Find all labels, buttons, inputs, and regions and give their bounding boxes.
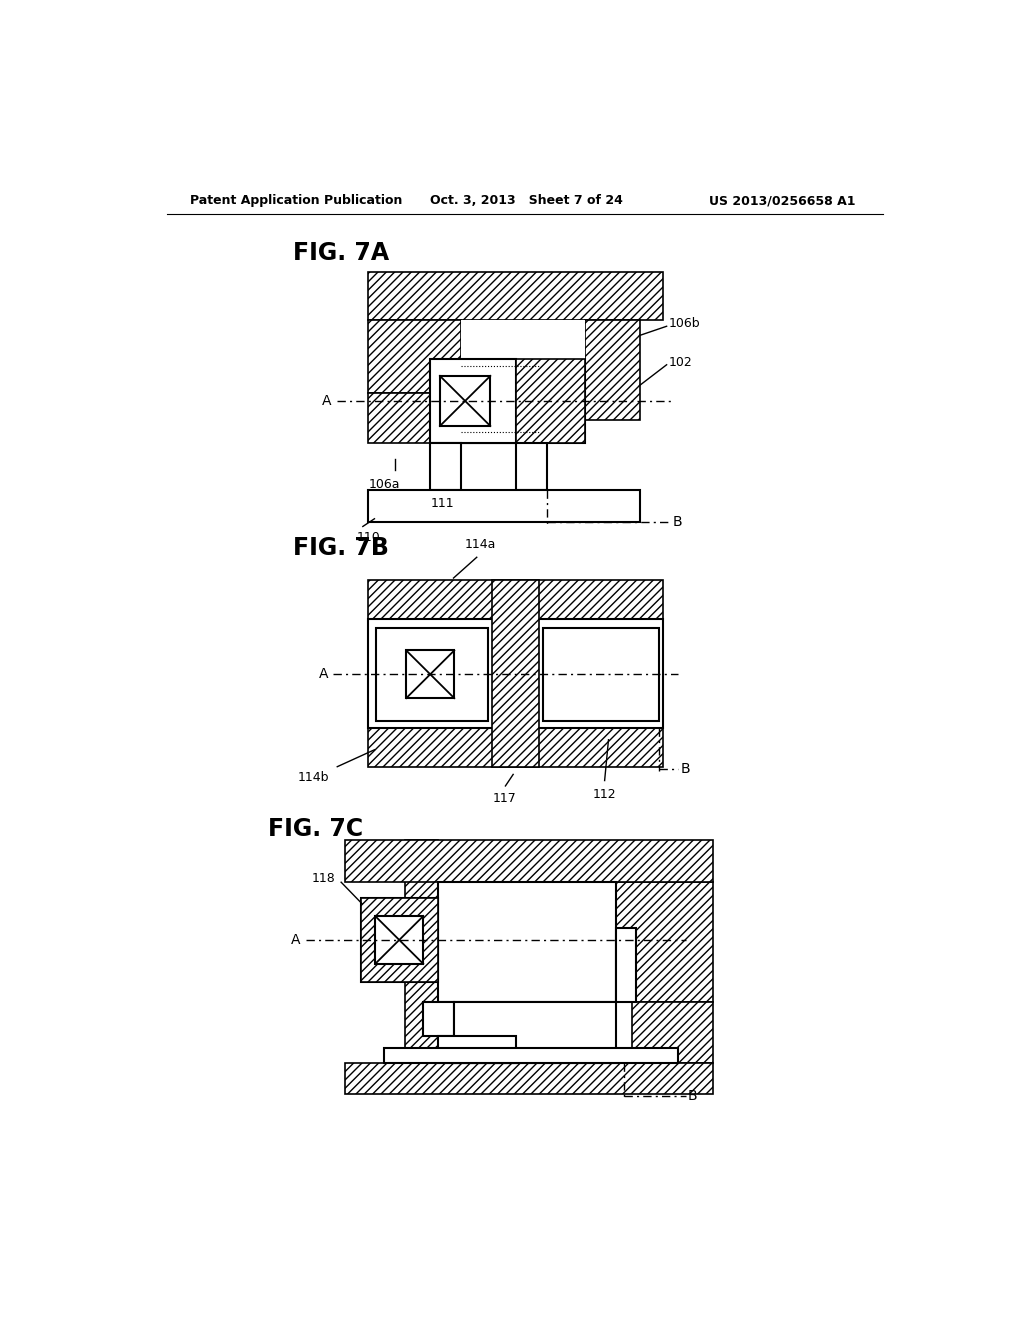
Text: FIG. 7C: FIG. 7C [267, 817, 362, 841]
Bar [369, 581, 663, 619]
Bar [461, 321, 586, 359]
Text: 111: 111 [430, 498, 454, 511]
Text: B: B [687, 1089, 697, 1104]
Bar [360, 898, 438, 982]
Bar [369, 906, 438, 974]
Bar [454, 1002, 616, 1063]
Bar [440, 376, 490, 426]
Text: 106b: 106b [669, 317, 699, 330]
Text: FIG. 7A: FIG. 7A [293, 240, 389, 265]
Text: 112: 112 [593, 788, 616, 801]
Bar [543, 628, 658, 721]
Bar [407, 651, 455, 698]
Bar [438, 1036, 515, 1063]
Text: 118: 118 [312, 871, 336, 884]
Bar [515, 444, 547, 490]
Text: 114b: 114b [298, 771, 330, 784]
Text: 117: 117 [493, 792, 516, 805]
Text: Patent Application Publication: Patent Application Publication [190, 194, 402, 207]
Bar [616, 882, 713, 1002]
Bar [493, 581, 539, 767]
Text: FIG. 7B: FIG. 7B [293, 536, 389, 560]
Text: Oct. 3, 2013   Sheet 7 of 24: Oct. 3, 2013 Sheet 7 of 24 [430, 194, 624, 207]
Bar [406, 840, 438, 1086]
Text: 102: 102 [669, 356, 692, 370]
Bar [369, 729, 663, 767]
Text: B: B [673, 515, 682, 529]
Bar [369, 272, 663, 321]
Bar [632, 1002, 713, 1063]
Bar [423, 1002, 454, 1036]
Bar [369, 490, 640, 521]
Bar [616, 928, 636, 1002]
Bar [430, 359, 515, 444]
Text: 106a: 106a [369, 478, 399, 491]
Bar [586, 321, 640, 420]
Bar [375, 916, 423, 964]
Bar [430, 444, 461, 490]
Text: A: A [291, 933, 301, 946]
Bar [438, 882, 616, 1002]
Bar [369, 321, 461, 393]
Text: 114a: 114a [465, 539, 497, 552]
Text: B: B [681, 762, 690, 776]
Bar [369, 393, 430, 444]
Bar [384, 1048, 678, 1063]
Bar [360, 898, 438, 982]
Text: A: A [318, 668, 328, 681]
Bar [515, 359, 586, 444]
Bar [369, 619, 663, 729]
Text: A: A [323, 393, 332, 408]
Text: 110: 110 [356, 531, 380, 544]
Bar [376, 628, 488, 721]
Bar [461, 359, 586, 444]
Text: US 2013/0256658 A1: US 2013/0256658 A1 [710, 194, 856, 207]
Bar [345, 1063, 713, 1094]
Bar [345, 840, 713, 882]
